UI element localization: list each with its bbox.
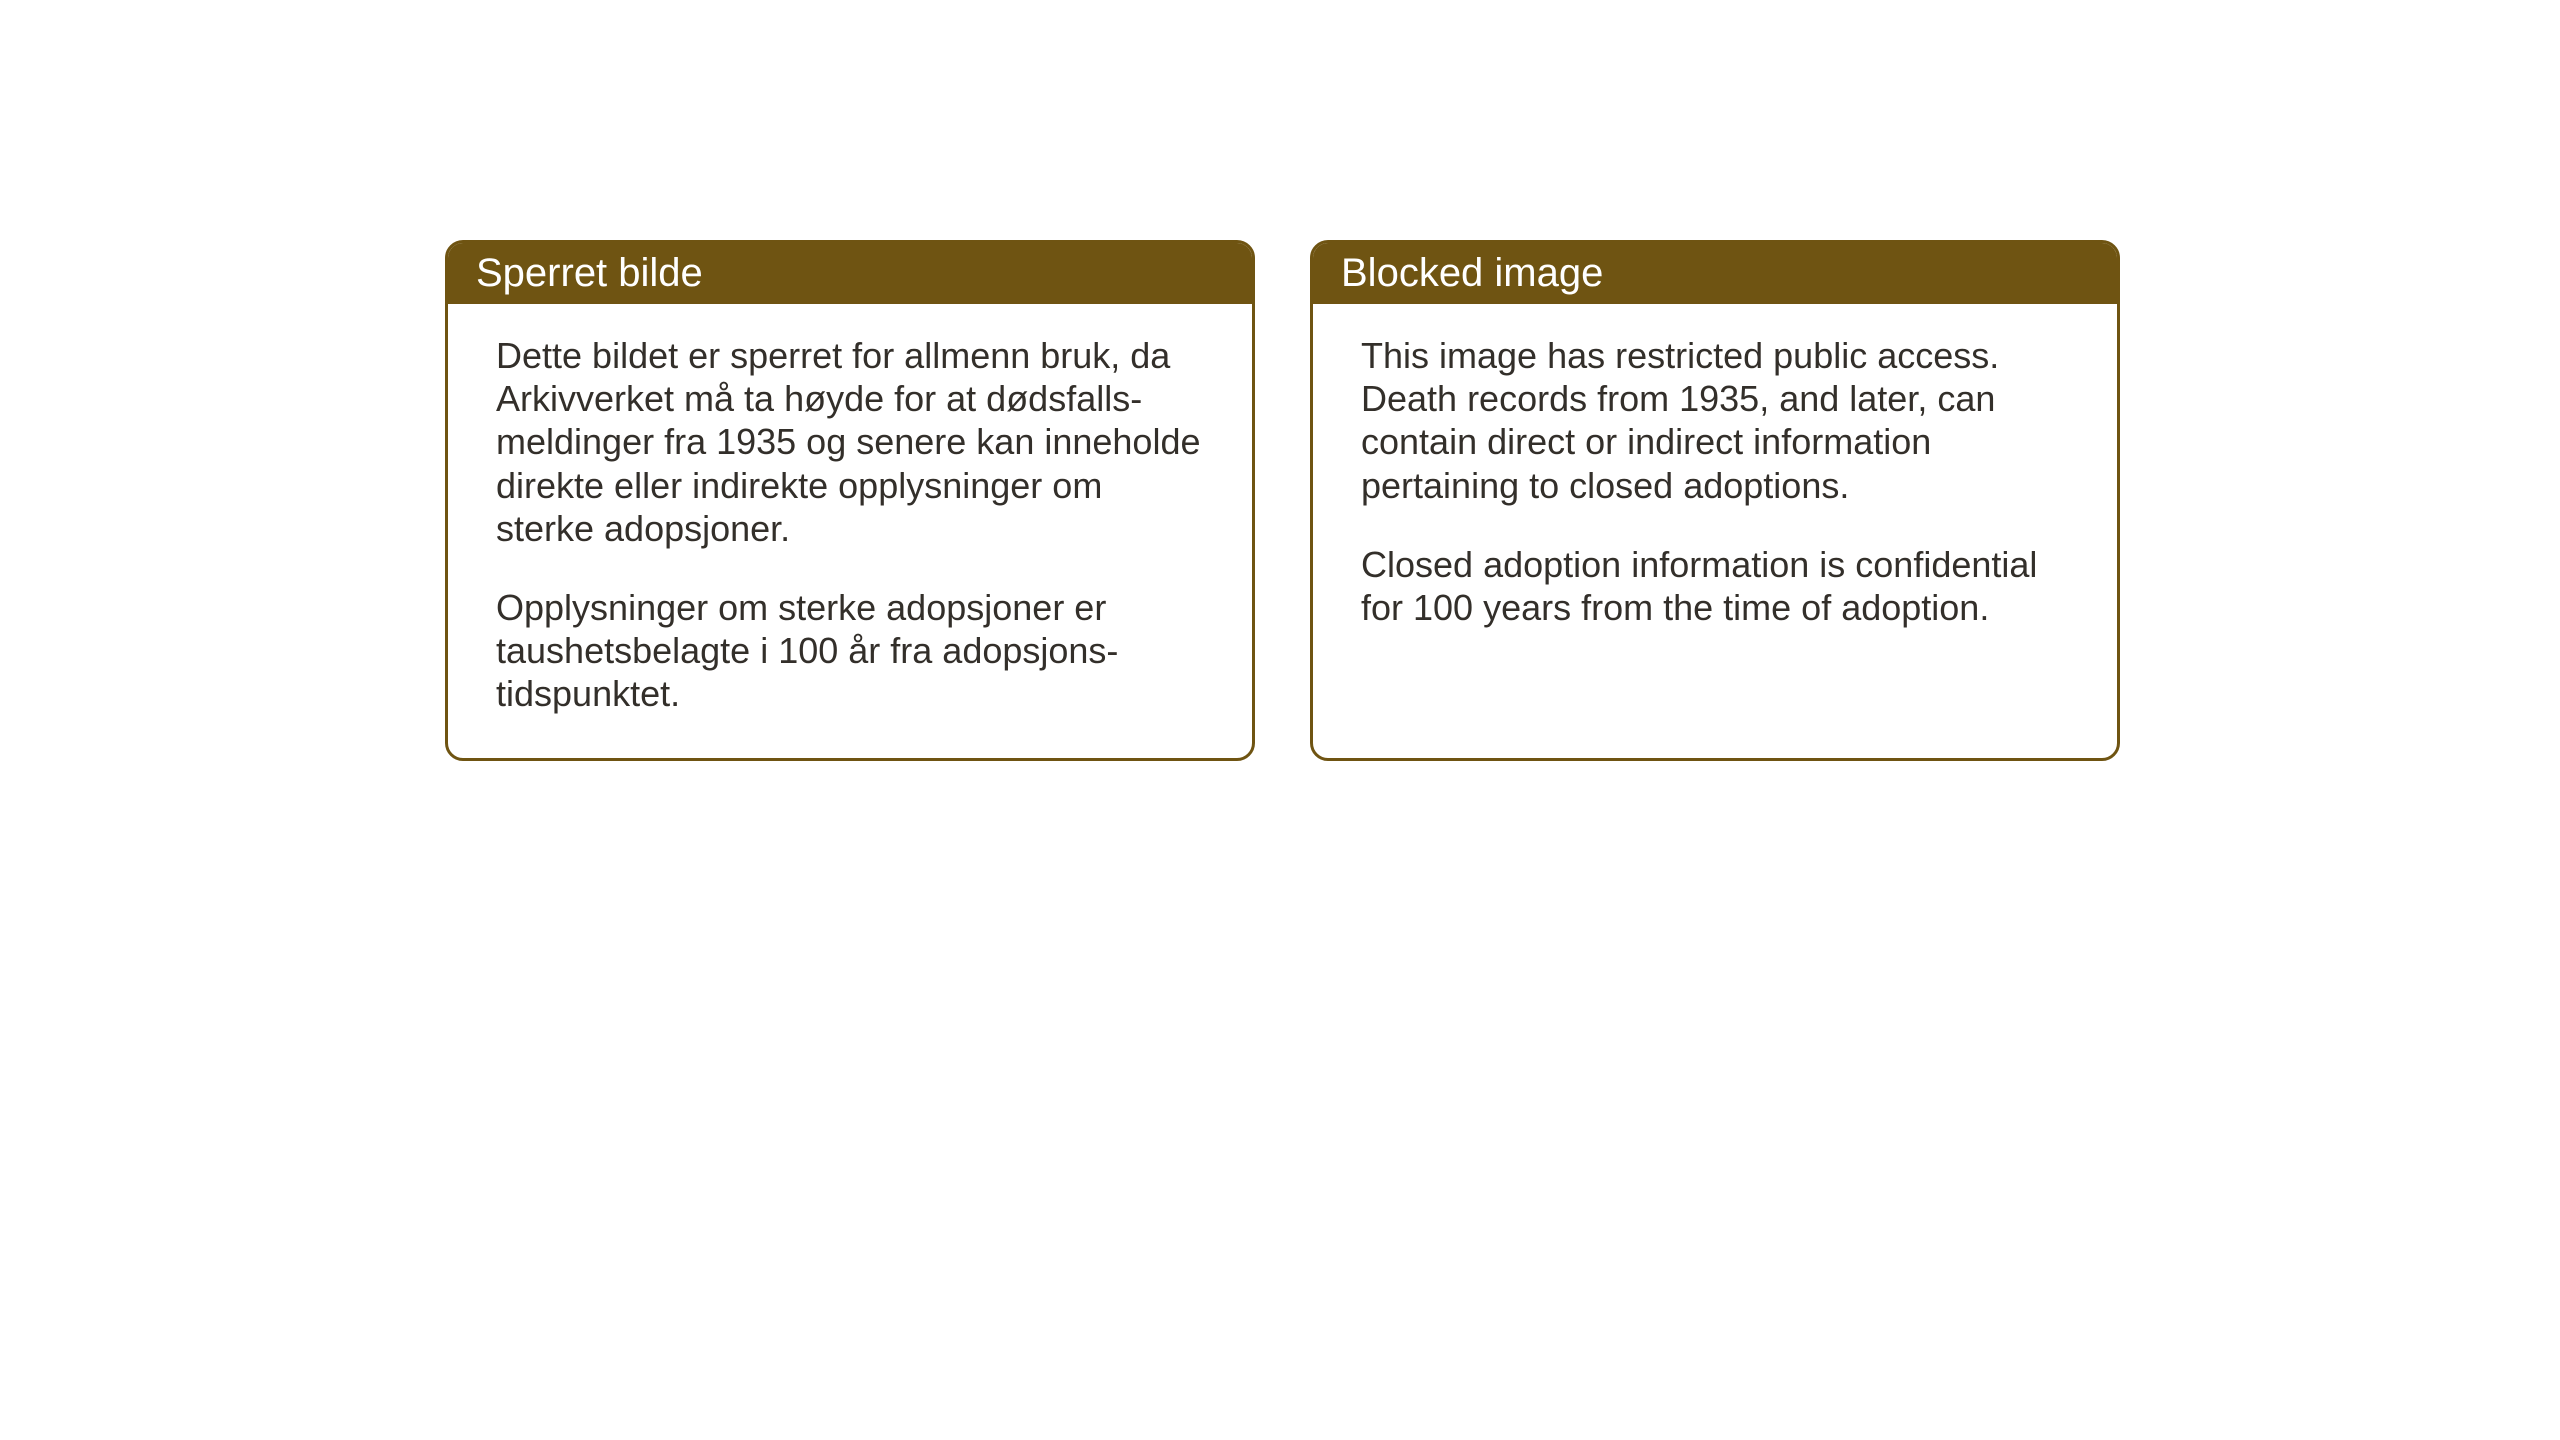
english-card-header: Blocked image [1313,243,2117,304]
english-card: Blocked image This image has restricted … [1310,240,2120,761]
norwegian-card-title: Sperret bilde [476,251,703,295]
norwegian-card-header: Sperret bilde [448,243,1252,304]
norwegian-paragraph-1: Dette bildet er sperret for allmenn bruk… [496,334,1204,550]
norwegian-card: Sperret bilde Dette bildet er sperret fo… [445,240,1255,761]
norwegian-paragraph-2: Opplysninger om sterke adopsjoner er tau… [496,586,1204,716]
english-paragraph-1: This image has restricted public access.… [1361,334,2069,507]
english-paragraph-2: Closed adoption information is confident… [1361,543,2069,629]
norwegian-card-body: Dette bildet er sperret for allmenn bruk… [448,304,1252,758]
cards-container: Sperret bilde Dette bildet er sperret fo… [445,240,2120,761]
english-card-body: This image has restricted public access.… [1313,304,2117,671]
english-card-title: Blocked image [1341,251,1603,295]
